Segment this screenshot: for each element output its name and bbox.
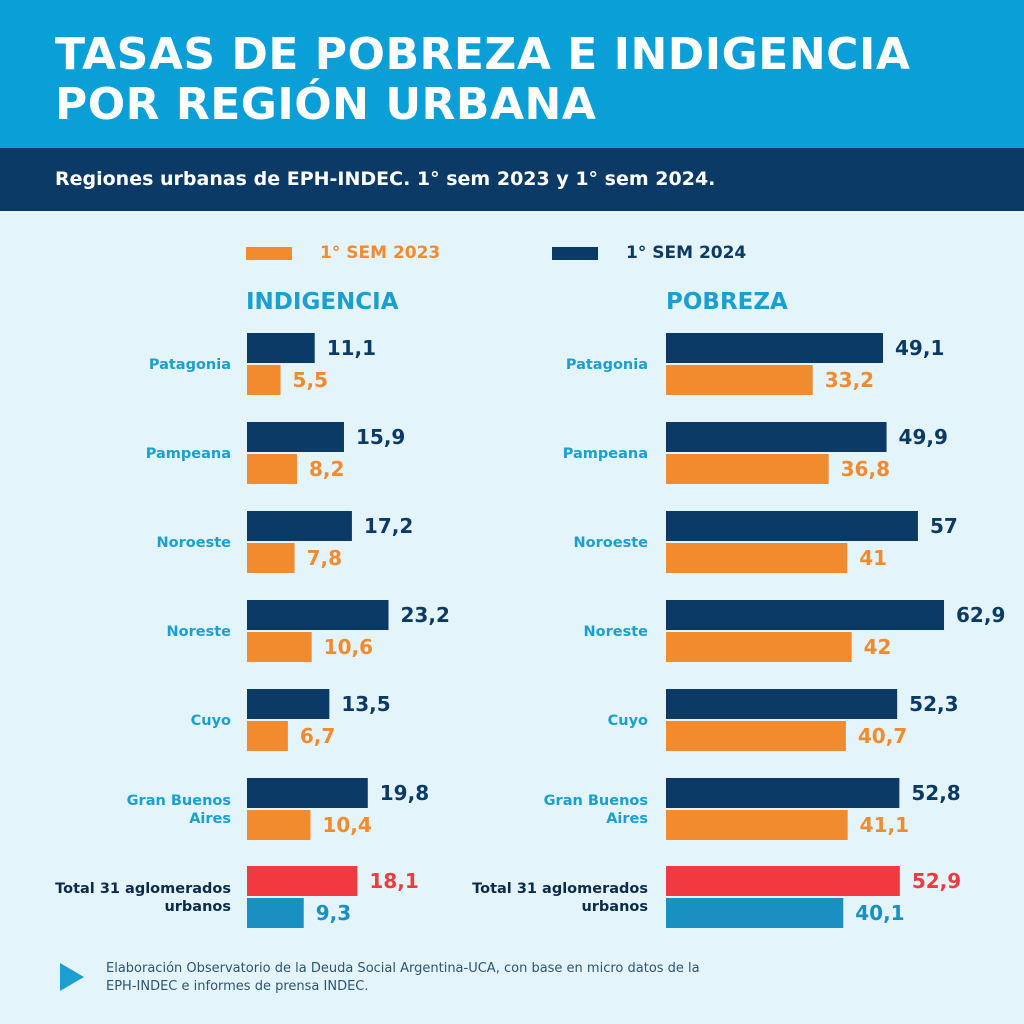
indigencia-bar-2024-6 xyxy=(247,866,358,896)
pobreza-value-2024-1: 49,9 xyxy=(899,425,948,449)
indigencia-value-2024-3: 23,2 xyxy=(401,603,450,627)
pobreza-bar-2024-6 xyxy=(666,866,900,896)
indigencia-category-label-0: Patagonia xyxy=(149,357,231,373)
indigencia-bar-2024-3 xyxy=(247,600,389,630)
pobreza-category-label-6: urbanos xyxy=(581,899,648,915)
pobreza-value-2024-3: 62,9 xyxy=(956,603,1005,627)
indigencia-bar-2023-4 xyxy=(247,721,288,751)
indigencia-value-2024-2: 17,2 xyxy=(364,514,413,538)
indigencia-bar-2023-0 xyxy=(247,365,281,395)
pobreza-value-2024-2: 57 xyxy=(930,514,958,538)
indigencia-value-2023-0: 5,5 xyxy=(293,368,328,392)
pobreza-category-label-6: Total 31 aglomerados xyxy=(472,881,648,897)
indigencia-value-2024-0: 11,1 xyxy=(327,336,376,360)
pobreza-value-2023-1: 36,8 xyxy=(841,457,890,481)
pobreza-bar-2023-3 xyxy=(666,632,852,662)
indigencia-category-label-6: urbanos xyxy=(164,899,231,915)
pobreza-category-label-4: Cuyo xyxy=(608,713,648,729)
indigencia-bar-2023-2 xyxy=(247,543,295,573)
title-line-2: POR REGIÓN URBANA xyxy=(55,79,597,130)
pobreza-bar-2024-5 xyxy=(666,778,900,808)
pobreza-category-label-3: Noreste xyxy=(584,624,649,640)
pobreza-bar-2023-6 xyxy=(666,898,844,928)
pobreza-value-2023-4: 40,7 xyxy=(858,724,907,748)
legend-item-2024: 1° SEM 2024 xyxy=(552,240,746,266)
pobreza-bar-2023-5 xyxy=(666,810,848,840)
indigencia-value-2024-5: 19,8 xyxy=(380,781,429,805)
pobreza-category-label-1: Pampeana xyxy=(563,446,648,462)
legend-item-2023: 1° SEM 2023 xyxy=(246,240,440,266)
indigencia-value-2024-1: 15,9 xyxy=(356,425,405,449)
pobreza-bar-2024-0 xyxy=(666,333,884,363)
indigencia-bar-2023-6 xyxy=(247,898,304,928)
legend-swatch-2024 xyxy=(552,246,598,260)
title-line-1: TASAS DE POBREZA E INDIGENCIA xyxy=(55,29,911,80)
indigencia-bar-2023-3 xyxy=(247,632,312,662)
page-title: TASAS DE POBREZA E INDIGENCIA POR REGIÓN… xyxy=(55,30,955,130)
indigencia-value-2023-2: 7,8 xyxy=(307,546,342,570)
legend-swatch-2023 xyxy=(246,246,292,260)
pobreza-title: POBREZA xyxy=(666,289,788,315)
pobreza-value-2023-2: 41 xyxy=(859,546,887,570)
indigencia-category-label-4: Cuyo xyxy=(191,713,231,729)
indigencia-value-2024-6: 18,1 xyxy=(369,869,418,893)
legend-label-2024: 1° SEM 2024 xyxy=(626,243,747,263)
pobreza-bar-2023-1 xyxy=(666,454,829,484)
pobreza-bar-2024-2 xyxy=(666,511,918,541)
indigencia-value-2023-4: 6,7 xyxy=(300,724,335,748)
pobreza-bar-2024-3 xyxy=(666,600,945,630)
indigencia-bar-2023-1 xyxy=(247,454,298,484)
indigencia-title: INDIGENCIA xyxy=(246,289,399,315)
indigencia-category-label-2: Noroeste xyxy=(157,535,232,551)
indigencia-bar-2024-1 xyxy=(247,422,344,452)
indigencia-bar-2024-5 xyxy=(247,778,368,808)
pobreza-category-label-5: Aires xyxy=(606,811,648,827)
indigencia-category-label-5: Aires xyxy=(189,811,231,827)
indigencia-category-label-6: Total 31 aglomerados xyxy=(55,881,231,897)
pobreza-category-label-2: Noroeste xyxy=(574,535,649,551)
legend-label-2023: 1° SEM 2023 xyxy=(320,243,441,263)
pobreza-value-2023-3: 42 xyxy=(864,635,892,659)
subtitle-bar xyxy=(0,148,1024,211)
pobreza-category-label-5: Gran Buenos xyxy=(544,793,648,809)
header-banner xyxy=(0,0,1024,148)
indigencia-value-2024-4: 13,5 xyxy=(341,692,390,716)
pobreza-value-2024-4: 52,3 xyxy=(909,692,958,716)
pobreza-value-2023-0: 33,2 xyxy=(825,368,874,392)
indigencia-category-label-3: Noreste xyxy=(167,624,232,640)
pobreza-value-2023-5: 41,1 xyxy=(860,813,909,837)
indigencia-value-2023-5: 10,4 xyxy=(322,813,371,837)
subtitle: Regiones urbanas de EPH-INDEC. 1° sem 20… xyxy=(55,168,716,190)
play-icon xyxy=(60,963,84,991)
indigencia-bar-2024-0 xyxy=(247,333,315,363)
indigencia-value-2023-6: 9,3 xyxy=(316,901,351,925)
pobreza-value-2023-6: 40,1 xyxy=(855,901,904,925)
pobreza-value-2024-5: 52,8 xyxy=(911,781,960,805)
indigencia-value-2023-3: 10,6 xyxy=(324,635,373,659)
pobreza-bar-2024-1 xyxy=(666,422,887,452)
pobreza-value-2024-6: 52,9 xyxy=(912,869,961,893)
indigencia-bar-2024-4 xyxy=(247,689,330,719)
pobreza-bar-2023-4 xyxy=(666,721,846,751)
pobreza-category-label-0: Patagonia xyxy=(566,357,648,373)
pobreza-bar-2024-4 xyxy=(666,689,898,719)
indigencia-bar-2023-5 xyxy=(247,810,311,840)
indigencia-bar-2024-2 xyxy=(247,511,352,541)
indigencia-category-label-5: Gran Buenos xyxy=(127,793,231,809)
indigencia-category-label-1: Pampeana xyxy=(146,446,231,462)
pobreza-value-2024-0: 49,1 xyxy=(895,336,944,360)
source-note: Elaboración Observatorio de la Deuda Soc… xyxy=(106,961,700,994)
indigencia-value-2023-1: 8,2 xyxy=(309,457,344,481)
pobreza-bar-2023-0 xyxy=(666,365,813,395)
pobreza-bar-2023-2 xyxy=(666,543,848,573)
